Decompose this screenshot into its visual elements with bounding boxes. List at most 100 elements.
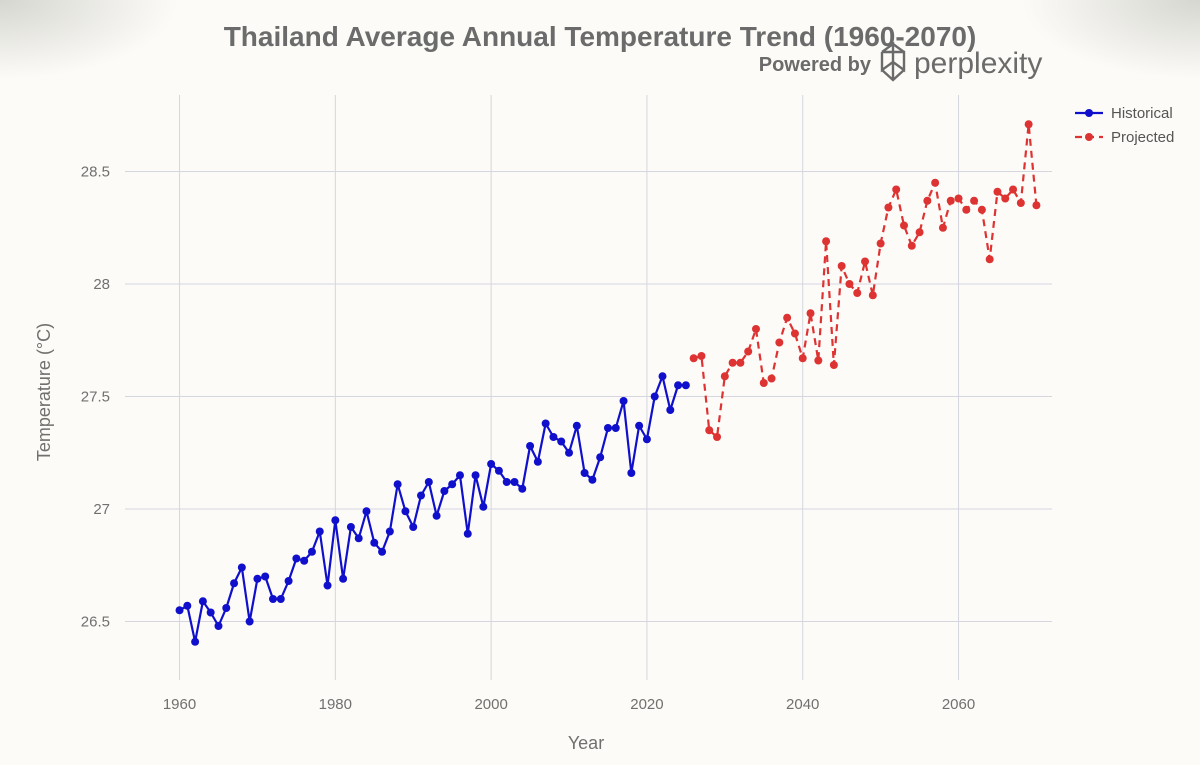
data-point [206,608,215,617]
legend: Historical Projected [1075,105,1174,146]
data-point [572,421,581,430]
perplexity-wordmark: perplexity [914,47,1042,80]
data-point [269,595,278,603]
data-point [440,487,449,495]
legend-item-projected: Projected [1075,129,1174,146]
data-point [378,547,387,556]
data-point [666,406,675,414]
data-point [393,480,402,489]
data-point [1009,185,1018,194]
data-point [689,354,698,363]
data-point [292,554,301,563]
data-point [736,358,745,367]
y-axis-title: Temperature (°C) [34,323,54,461]
data-point [751,325,760,333]
data-point [931,178,940,187]
data-point [993,187,1002,196]
data-point [222,604,231,612]
data-point [214,622,223,630]
legend-label: Historical [1111,105,1173,122]
data-point [899,221,908,230]
data-point [603,424,612,432]
data-point [526,442,535,450]
data-point [284,577,293,585]
grid-layer [125,95,1052,680]
data-point [471,471,480,480]
data-point [417,491,426,500]
data-point [323,581,332,590]
data-point [635,421,644,430]
x-tick-label: 1980 [319,696,352,713]
series-layer [175,120,1041,646]
data-point [970,196,979,205]
data-point [183,601,192,610]
data-point [1001,194,1010,203]
data-point [798,354,807,363]
data-point [728,358,737,367]
x-tick-label: 2040 [786,696,819,713]
data-point [1032,201,1041,210]
data-point [853,289,862,297]
y-tick-label: 27.5 [81,389,110,406]
data-point [510,478,519,486]
data-point [681,381,690,390]
perplexity-logo-icon [880,41,906,82]
data-point [954,194,963,203]
data-point [463,529,472,538]
data-point [744,347,753,356]
data-point [627,469,636,477]
data-point [720,372,729,381]
data-point [557,437,566,446]
data-point [175,606,184,615]
data-point [339,574,348,583]
y-tick-label: 28 [93,276,110,293]
data-point [790,329,799,338]
chart-title: Thailand Average Annual Temperature Tren… [224,21,977,52]
data-point [401,507,410,516]
data-point [892,185,901,194]
data-point [845,280,854,288]
legend-item-historical: Historical [1075,105,1173,122]
data-point [588,475,597,484]
data-point [806,309,815,318]
perplexity-brand: Powered by perplexity [759,41,1042,82]
data-point [658,372,667,381]
legend-swatch-marker [1085,133,1093,141]
data-point [370,538,379,547]
data-point [494,466,503,475]
data-point [923,196,932,205]
data-point [424,478,433,486]
data-point [767,374,776,383]
data-point [962,205,971,214]
data-point [650,392,659,401]
y-tick-label: 26.5 [81,614,110,631]
data-point [385,527,394,536]
data-point [502,478,511,486]
data-point [596,453,605,462]
data-point [713,433,722,441]
data-point [705,426,714,435]
data-point [775,338,784,347]
x-tick-label: 1960 [163,696,196,713]
data-point [191,637,200,646]
data-point [907,241,916,250]
x-tick-label: 2060 [942,696,975,713]
x-axis-title: Year [568,733,604,753]
x-tick-labels: 1960 1980 2000 2020 2040 2060 [163,696,975,713]
legend-label: Projected [1111,129,1174,146]
data-point [549,433,558,441]
data-point [245,617,254,626]
data-point [409,523,418,531]
data-point [837,262,846,270]
powered-by-label: Powered by [759,54,872,76]
x-tick-label: 2000 [474,696,507,713]
data-point [487,460,496,468]
data-point [619,397,628,405]
data-point [861,257,870,266]
data-point [479,502,488,511]
data-point [533,457,542,466]
data-point [432,511,441,520]
data-point [1016,199,1025,207]
data-point [822,237,831,246]
